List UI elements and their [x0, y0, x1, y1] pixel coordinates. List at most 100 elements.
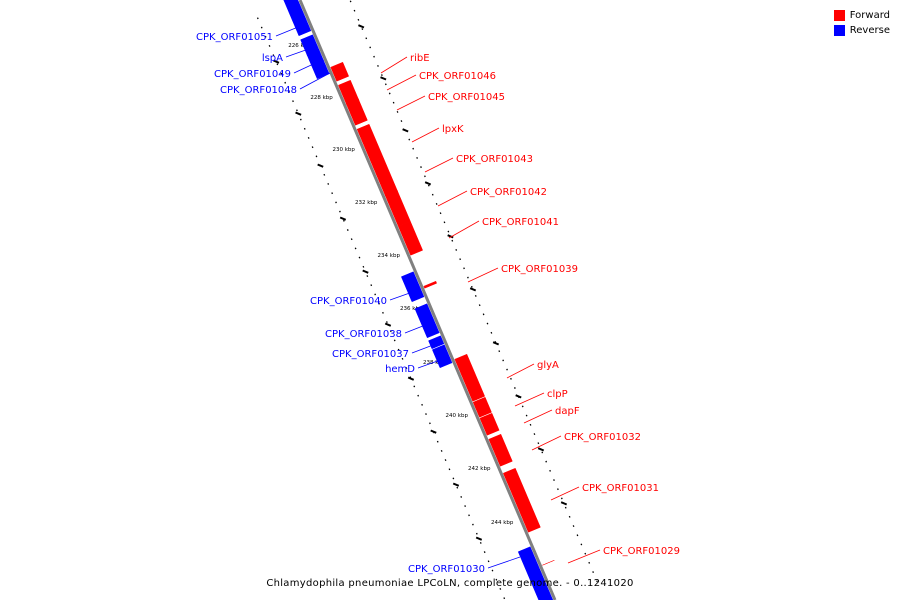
legend-label-forward: Forward — [849, 10, 890, 21]
gene-leader-line — [448, 220, 480, 239]
legend-item-forward: Forward — [833, 8, 890, 23]
forward-gene-arrow[interactable] — [502, 467, 541, 533]
gene-leader-line — [567, 549, 601, 564]
gene-label: CPK_ORF01048 — [220, 85, 297, 96]
tick-mark — [447, 234, 454, 239]
gene-label: CPK_ORF01032 — [564, 432, 641, 443]
tick-mark — [384, 322, 392, 327]
gene-leader-line — [531, 435, 562, 451]
reverse-gene-arrow[interactable] — [432, 344, 453, 369]
reverse-gene-arrow[interactable] — [517, 546, 556, 604]
gene-leader-line — [411, 127, 440, 143]
gene-leader-line — [285, 45, 318, 58]
forward-gene-arrow[interactable] — [479, 412, 500, 436]
tick-label: 230 kbp — [332, 147, 355, 153]
tick-mark — [380, 76, 387, 81]
reverse-gene-arrow[interactable] — [400, 271, 425, 303]
tick-mark — [424, 181, 432, 186]
gene-label: CPK_ORF01031 — [582, 483, 659, 494]
tick-mark — [560, 501, 568, 506]
gene[interactable]: CPK_ORF01039 — [423, 264, 578, 289]
gene[interactable]: lpxK — [356, 123, 464, 163]
tick-mark — [358, 24, 365, 29]
gene-label: CPK_ORF01041 — [482, 217, 559, 228]
gene-leader-line — [404, 321, 434, 334]
legend-swatch-reverse — [833, 25, 845, 36]
gene[interactable]: CPK_ORF01037 — [332, 335, 445, 360]
gene-leader-line — [389, 288, 422, 301]
reverse-gene-arrow[interactable] — [283, 0, 312, 37]
tick-label: 242 kbp — [468, 466, 491, 472]
gene-label: CPK_ORF01037 — [332, 349, 409, 360]
gene-leader-line — [514, 392, 545, 407]
gene-label: CPK_ORF01029 — [603, 546, 680, 557]
reverse-gene-arrow[interactable] — [414, 303, 440, 339]
forward-gene-arrow[interactable] — [542, 560, 555, 566]
gene-layer: CPK_ORF01051 lspA CPK_ORF01049 CPK_ORF01048… — [196, 0, 680, 604]
tick-mark — [402, 128, 409, 133]
tick-mark — [469, 287, 477, 292]
gene[interactable]: CPK_ORF01030 — [408, 546, 556, 604]
tick-mark — [475, 536, 483, 541]
tick-mark — [407, 376, 415, 381]
tick-label: 228 kbp — [310, 95, 333, 101]
genome-backbone — [298, 0, 557, 601]
forward-gene-arrow[interactable] — [345, 97, 368, 126]
gene[interactable]: CPK_ORF01040 — [310, 271, 425, 307]
gene[interactable]: dapF — [479, 406, 580, 436]
gene-label: lspA — [262, 53, 283, 64]
gene-leader-line — [275, 24, 304, 37]
gene-label: CPK_ORF01039 — [501, 264, 578, 275]
gene-leader-line — [299, 72, 331, 90]
gene-leader-line — [424, 157, 454, 173]
tick-mark — [515, 394, 522, 399]
gene[interactable]: ribE — [330, 53, 430, 82]
tick-mark — [295, 111, 302, 116]
tick-mark — [492, 341, 500, 346]
legend-label-reverse: Reverse — [849, 25, 890, 36]
forward-gene-arrow[interactable] — [423, 280, 438, 289]
legend-swatch-forward — [833, 10, 845, 21]
gene-leader-line — [467, 267, 499, 283]
gene-label: CPK_ORF01042 — [470, 187, 547, 198]
gene[interactable]: CPK_ORF01031 — [502, 467, 659, 533]
gene[interactable]: CPK_ORF01051 — [196, 0, 312, 43]
gene[interactable]: CPK_ORF01038 — [325, 303, 440, 340]
forward-gene-arrow[interactable] — [397, 220, 423, 256]
tick-mark — [362, 269, 369, 274]
gene[interactable]: CPK_ORF01041 — [397, 217, 559, 256]
gene-leader-line — [506, 363, 535, 379]
gene[interactable]: CPK_ORF01032 — [488, 432, 641, 467]
gene[interactable]: CPK_ORF01045 — [345, 92, 505, 126]
gene-label: CPK_ORF01043 — [456, 154, 533, 165]
gene-label: CPK_ORF01038 — [325, 329, 402, 340]
gene-label: glyA — [537, 360, 559, 371]
gene[interactable]: clpP — [472, 389, 568, 418]
gene[interactable]: glyA — [454, 353, 559, 402]
gene-label: lpxK — [442, 124, 464, 135]
gene[interactable]: CPK_ORF01029 — [542, 546, 680, 566]
forward-gene-arrow[interactable] — [330, 61, 350, 82]
tick-label: 244 kbp — [491, 520, 514, 526]
gene-leader-line — [417, 357, 447, 369]
forward-gene-arrow[interactable] — [454, 353, 486, 402]
gene[interactable]: CPK_ORF01048 — [220, 59, 331, 96]
gene-label: ribE — [410, 53, 430, 64]
gene[interactable]: hemD — [385, 344, 453, 375]
gene[interactable]: lspA — [262, 34, 320, 64]
genome-caption: Chlamydophila pneumoniae LPCoLN, complet… — [266, 578, 634, 589]
gene-label: CPK_ORF01046 — [419, 71, 496, 82]
tick-mark — [317, 163, 324, 168]
reverse-gene-arrow[interactable] — [310, 59, 330, 80]
gene-leader-line — [550, 486, 580, 501]
tick-mark — [339, 216, 347, 221]
gene-leader-line — [380, 56, 408, 74]
gene-label: CPK_ORF01051 — [196, 32, 273, 43]
gene-label: CPK_ORF01040 — [310, 296, 387, 307]
forward-gene-arrow[interactable] — [488, 433, 513, 467]
forward-gene-arrow[interactable] — [472, 396, 492, 418]
tick-label: 238 kbp — [423, 360, 446, 366]
tick-label: 234 kbp — [378, 253, 401, 259]
